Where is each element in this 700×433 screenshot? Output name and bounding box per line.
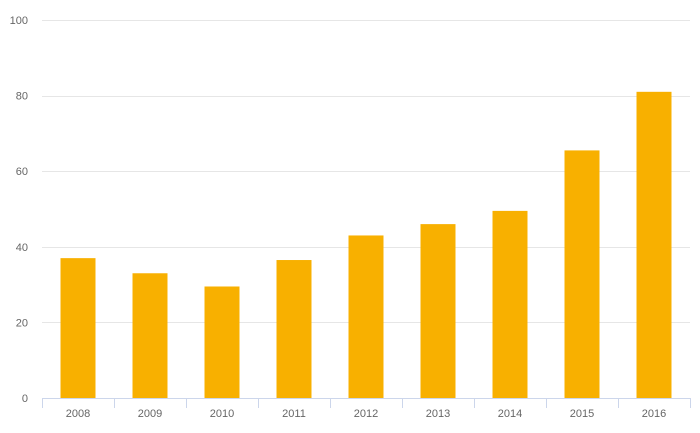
y-tick-label-0: 0 [22, 393, 28, 405]
x-tick-label-2008: 2008 [66, 408, 90, 420]
x-tick-label-2014: 2014 [498, 408, 522, 420]
y-axis-tick-labels: 0 20 40 60 80 100 [10, 15, 28, 405]
bar-2012 [348, 235, 384, 398]
bar-series [60, 91, 672, 398]
y-tick-label-80: 80 [16, 91, 28, 103]
bar-2010 [204, 286, 240, 398]
x-tick-label-2015: 2015 [570, 408, 594, 420]
bar-2014 [492, 210, 528, 398]
bar-2016 [636, 91, 672, 398]
bar-2015 [564, 150, 600, 398]
bar-2009 [132, 273, 168, 398]
x-tick-label-2012: 2012 [354, 408, 378, 420]
y-tick-label-20: 20 [16, 317, 28, 329]
bar-2011 [276, 260, 312, 398]
x-tick-label-2009: 2009 [138, 408, 162, 420]
x-tick-label-2013: 2013 [426, 408, 450, 420]
bar-2013 [420, 224, 456, 398]
x-axis-tick-labels: 2008 2009 2010 2011 2012 2013 2014 2015 2016 [66, 408, 666, 420]
x-tick-label-2011: 2011 [282, 408, 306, 420]
x-tick-label-2010: 2010 [210, 408, 234, 420]
bar-2008 [60, 258, 96, 398]
y-tick-label-60: 60 [16, 166, 28, 178]
y-tick-label-100: 100 [10, 15, 28, 27]
y-tick-label-40: 40 [16, 242, 28, 254]
x-axis [42, 398, 691, 408]
x-tick-label-2016: 2016 [642, 408, 666, 420]
